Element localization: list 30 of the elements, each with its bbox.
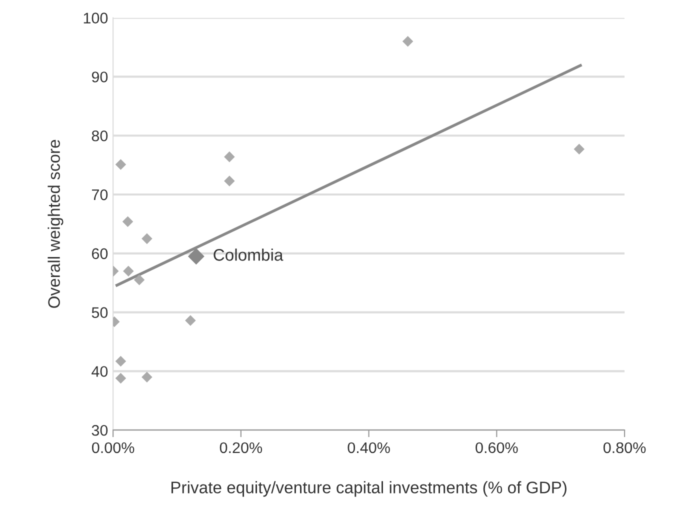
x-tick-label: 0.80% <box>603 442 646 454</box>
y-tick-label: 90 <box>92 72 108 82</box>
point <box>224 151 235 162</box>
point <box>115 356 126 367</box>
point <box>402 36 414 47</box>
point <box>122 216 134 227</box>
x-tick-label: 0.60% <box>476 442 518 454</box>
point <box>185 315 196 326</box>
point <box>115 372 126 384</box>
y-tick-label: 100 <box>84 12 108 24</box>
y-tick-label: 60 <box>92 248 108 260</box>
annotation: Colombia <box>214 248 284 261</box>
x-tick-label: 0.00% <box>92 442 134 454</box>
point <box>574 144 585 155</box>
point <box>188 248 204 265</box>
y-tick-label: 40 <box>92 366 108 377</box>
point <box>115 159 126 170</box>
x-tick-label: 0.20% <box>220 442 262 454</box>
point <box>123 266 134 276</box>
point <box>134 274 145 286</box>
y-tick-label: 80 <box>92 130 108 142</box>
x-tick-label: 0.40% <box>348 442 390 454</box>
y-tick-label: 70 <box>92 189 108 200</box>
y-tick-label: 30 <box>92 424 108 436</box>
y-axis-title: Overall weighted score <box>48 140 64 308</box>
point <box>224 176 235 186</box>
point <box>142 372 152 382</box>
x-axis-title: Private equity/venture capital investments (% of GDP) <box>171 481 566 497</box>
y-tick-label: 50 <box>92 307 108 318</box>
point <box>142 233 152 244</box>
